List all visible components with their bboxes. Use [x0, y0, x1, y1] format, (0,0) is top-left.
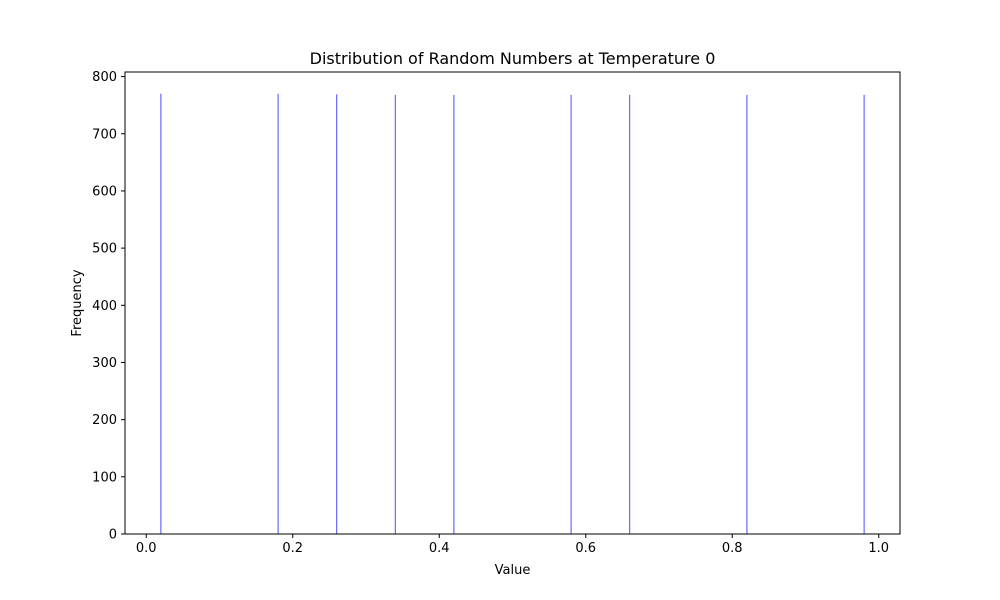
y-tick-label: 300: [92, 356, 117, 371]
histogram-bar-3: [336, 94, 338, 535]
axes-layer: 0.0 0.2 0.4 0.6 0.8 1.0 0 100 200 300 400 500 600 700…: [92, 70, 889, 556]
histogram-bar-2: [277, 93, 279, 534]
histogram-bar-5: [453, 94, 455, 535]
histogram-bar-8: [746, 94, 748, 535]
y-tick-label: 500: [92, 242, 117, 257]
bars-layer: [160, 93, 865, 535]
x-tick-label: 0.8: [722, 541, 743, 556]
y-tick-label: 100: [92, 470, 117, 485]
histogram-bar-7: [629, 94, 631, 535]
chart-title: Distribution of Random Numbers at Temper…: [310, 49, 716, 68]
histogram-bar-9: [863, 94, 865, 535]
y-tick-label: 0: [109, 528, 117, 543]
histogram-bar-1: [160, 93, 162, 534]
plot-frame: [124, 71, 901, 535]
x-tick-label: 0.6: [575, 541, 596, 556]
histogram-bar-6: [570, 94, 572, 535]
y-tick-label: 800: [92, 70, 117, 85]
y-tick-label: 600: [92, 184, 117, 199]
y-tick-label: 700: [92, 127, 117, 142]
x-tick-label: 0.4: [429, 541, 450, 556]
y-tick-label: 200: [92, 413, 117, 428]
y-tick-label: 400: [92, 299, 117, 314]
x-axis-label: Value: [495, 563, 531, 578]
y-axis-label: Frequency: [70, 269, 85, 336]
histogram-bar-4: [394, 94, 396, 535]
x-tick-label: 1.0: [868, 541, 889, 556]
x-tick-label: 0.2: [282, 541, 303, 556]
x-tick-label: 0.0: [136, 541, 157, 556]
